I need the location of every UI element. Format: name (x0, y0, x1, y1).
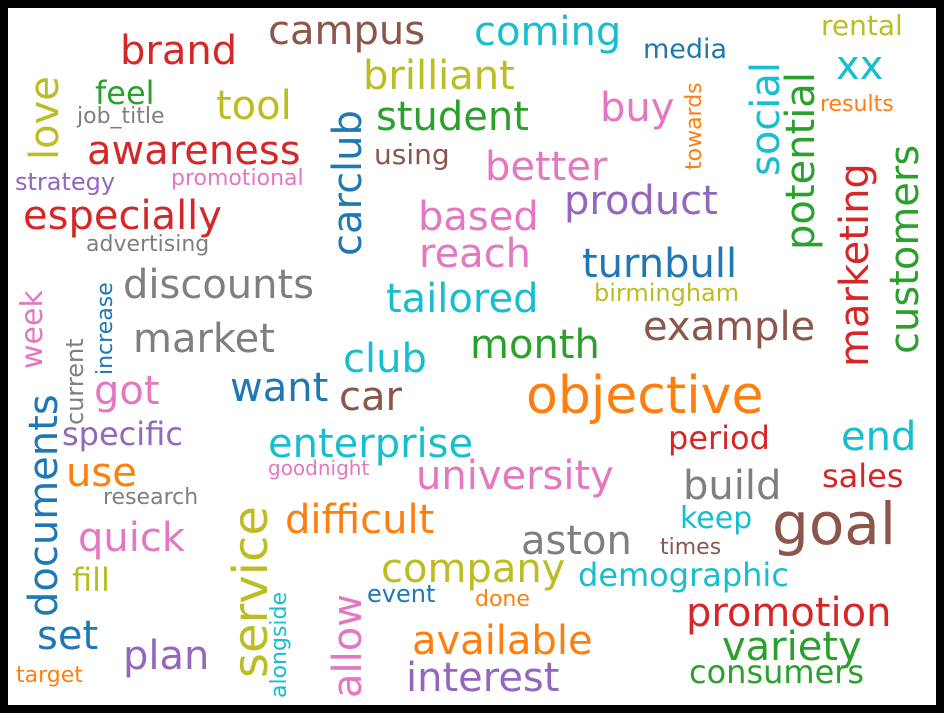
word-awareness: awareness (87, 128, 301, 174)
word-towards: towards (682, 82, 707, 170)
word-cloud: brand campus coming media rental xx bril… (8, 8, 936, 705)
word-student: student (376, 94, 529, 140)
word-month: month (470, 322, 600, 368)
word-difficult: difficult (285, 497, 435, 543)
word-available: available (412, 618, 593, 664)
word-alongside: alongside (267, 591, 292, 698)
word-example: example (643, 304, 816, 350)
word-sales: sales (822, 457, 904, 495)
word-market: market (133, 316, 275, 362)
word-build: build (683, 463, 782, 509)
word-documents: documents (21, 394, 67, 617)
word-end: end (841, 414, 917, 460)
word-better: better (485, 144, 608, 190)
word-set: set (37, 613, 99, 659)
word-want: want (230, 365, 329, 411)
word-marketing: marketing (832, 163, 878, 367)
word-buy: buy (600, 85, 675, 131)
word-enterprise: enterprise (268, 421, 474, 467)
word-quick: quick (78, 515, 186, 561)
word-using: using (374, 138, 450, 171)
word-goodnight: goodnight (268, 456, 370, 480)
word-reach: reach (419, 231, 532, 277)
word-research: research (103, 485, 199, 510)
word-car: car (339, 374, 402, 420)
word-carclub: carclub (325, 110, 371, 256)
word-advertising: advertising (86, 232, 210, 257)
word-specific: specific (62, 415, 183, 453)
word-use: use (66, 450, 137, 496)
word-period: period (668, 419, 770, 457)
word-tool: tool (216, 83, 292, 129)
word-consumers: consumers (689, 653, 865, 691)
word-got: got (94, 368, 160, 414)
word-times: times (660, 535, 722, 560)
word-discounts: discounts (123, 262, 315, 308)
word-variety: variety (722, 624, 862, 670)
word-brilliant: brilliant (363, 53, 515, 99)
word-university: university (416, 453, 614, 499)
word-customers: customers (882, 144, 928, 354)
word-love: love (22, 76, 68, 160)
word-results: results (820, 92, 894, 117)
word-demographic: demographic (578, 556, 789, 594)
word-promotional: promotional (171, 166, 304, 191)
word-aston: aston (521, 518, 632, 564)
word-goal: goal (772, 490, 896, 558)
word-feel: feel (95, 74, 155, 112)
word-based: based (418, 194, 539, 240)
word-week: week (15, 290, 50, 369)
word-done: done (475, 587, 530, 612)
word-interest: interest (406, 655, 560, 701)
word-coming: coming (474, 9, 622, 55)
word-plan: plan (123, 633, 210, 679)
word-media: media (643, 34, 728, 65)
word-fill: fill (72, 561, 110, 599)
word-brand: brand (120, 28, 238, 74)
word-campus: campus (268, 8, 426, 54)
word-club: club (343, 336, 427, 382)
word-allow: allow (325, 594, 371, 698)
word-birmingham: birmingham (594, 279, 740, 307)
word-keep: keep (680, 501, 753, 536)
word-increase: increase (93, 282, 118, 375)
word-objective: objective (526, 366, 764, 426)
word-job-title: job_title (77, 104, 165, 129)
word-especially: especially (23, 193, 222, 239)
word-strategy: strategy (15, 168, 116, 196)
word-promotion: promotion (686, 590, 892, 636)
word-turnbull: turnbull (582, 241, 738, 287)
word-target: target (16, 663, 83, 688)
word-xx: xx (836, 43, 884, 89)
word-company: company (381, 546, 566, 592)
word-rental: rental (821, 9, 903, 42)
word-tailored: tailored (386, 276, 539, 322)
word-potential: potential (778, 72, 824, 250)
word-product: product (564, 178, 718, 224)
word-event: event (367, 580, 436, 608)
